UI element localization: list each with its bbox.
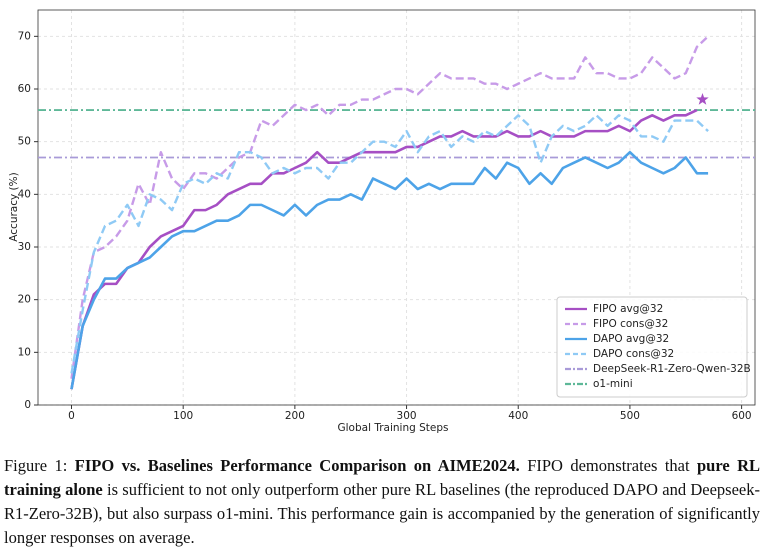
legend-label: FIPO cons@32 <box>593 318 668 330</box>
caption-title: FIPO vs. Baselines Performance Compariso… <box>74 456 520 475</box>
legend-label: DAPO cons@32 <box>593 348 674 360</box>
y-tick-label: 40 <box>18 188 31 200</box>
series-line <box>70 150 709 390</box>
star-marker <box>696 93 709 105</box>
y-tick-label: 30 <box>18 241 31 253</box>
chart: Global Training Steps Accuracy (%) 0 100 2… <box>8 9 756 434</box>
x-axis-label: Global Training Steps <box>338 422 449 434</box>
legend-label: FIPO avg@32 <box>593 303 663 315</box>
x-tick-label: 500 <box>620 410 640 422</box>
caption-text: is sufficient to not only outperform oth… <box>4 480 760 547</box>
caption-label: Figure 1: <box>4 456 68 475</box>
caption: Figure 1: FIPO vs. Baselines Performance… <box>4 454 760 550</box>
legend-label: o1-mini <box>593 378 633 390</box>
y-axis-label: Accuracy (%) <box>8 172 20 241</box>
y-tick-label: 50 <box>18 136 31 148</box>
series-line <box>70 108 698 390</box>
x-tick-label: 0 <box>68 410 75 422</box>
x-tick-label: 300 <box>397 410 417 422</box>
caption-emphasis: pure RL training alone <box>4 456 761 499</box>
x-tick-label: 200 <box>285 410 305 422</box>
legend-box <box>556 296 748 398</box>
x-tick-label: 100 <box>173 410 193 422</box>
y-tick-label: 60 <box>18 83 31 95</box>
x-tick-label: 400 <box>508 410 528 422</box>
y-tick-label: 10 <box>18 346 31 358</box>
legend-label: DeepSeek-R1-Zero-Qwen-32B <box>593 363 751 375</box>
series-line <box>70 35 709 379</box>
plot-frame <box>37 9 756 406</box>
caption-text: FIPO demonstrates that <box>527 456 690 475</box>
x-tick-label: 600 <box>732 410 752 422</box>
y-tick-label: 20 <box>18 294 31 306</box>
y-tick-label: 70 <box>18 30 31 42</box>
series-line <box>70 114 709 374</box>
legend-label: DAPO avg@32 <box>593 333 669 345</box>
y-tick-label: 0 <box>24 399 31 411</box>
